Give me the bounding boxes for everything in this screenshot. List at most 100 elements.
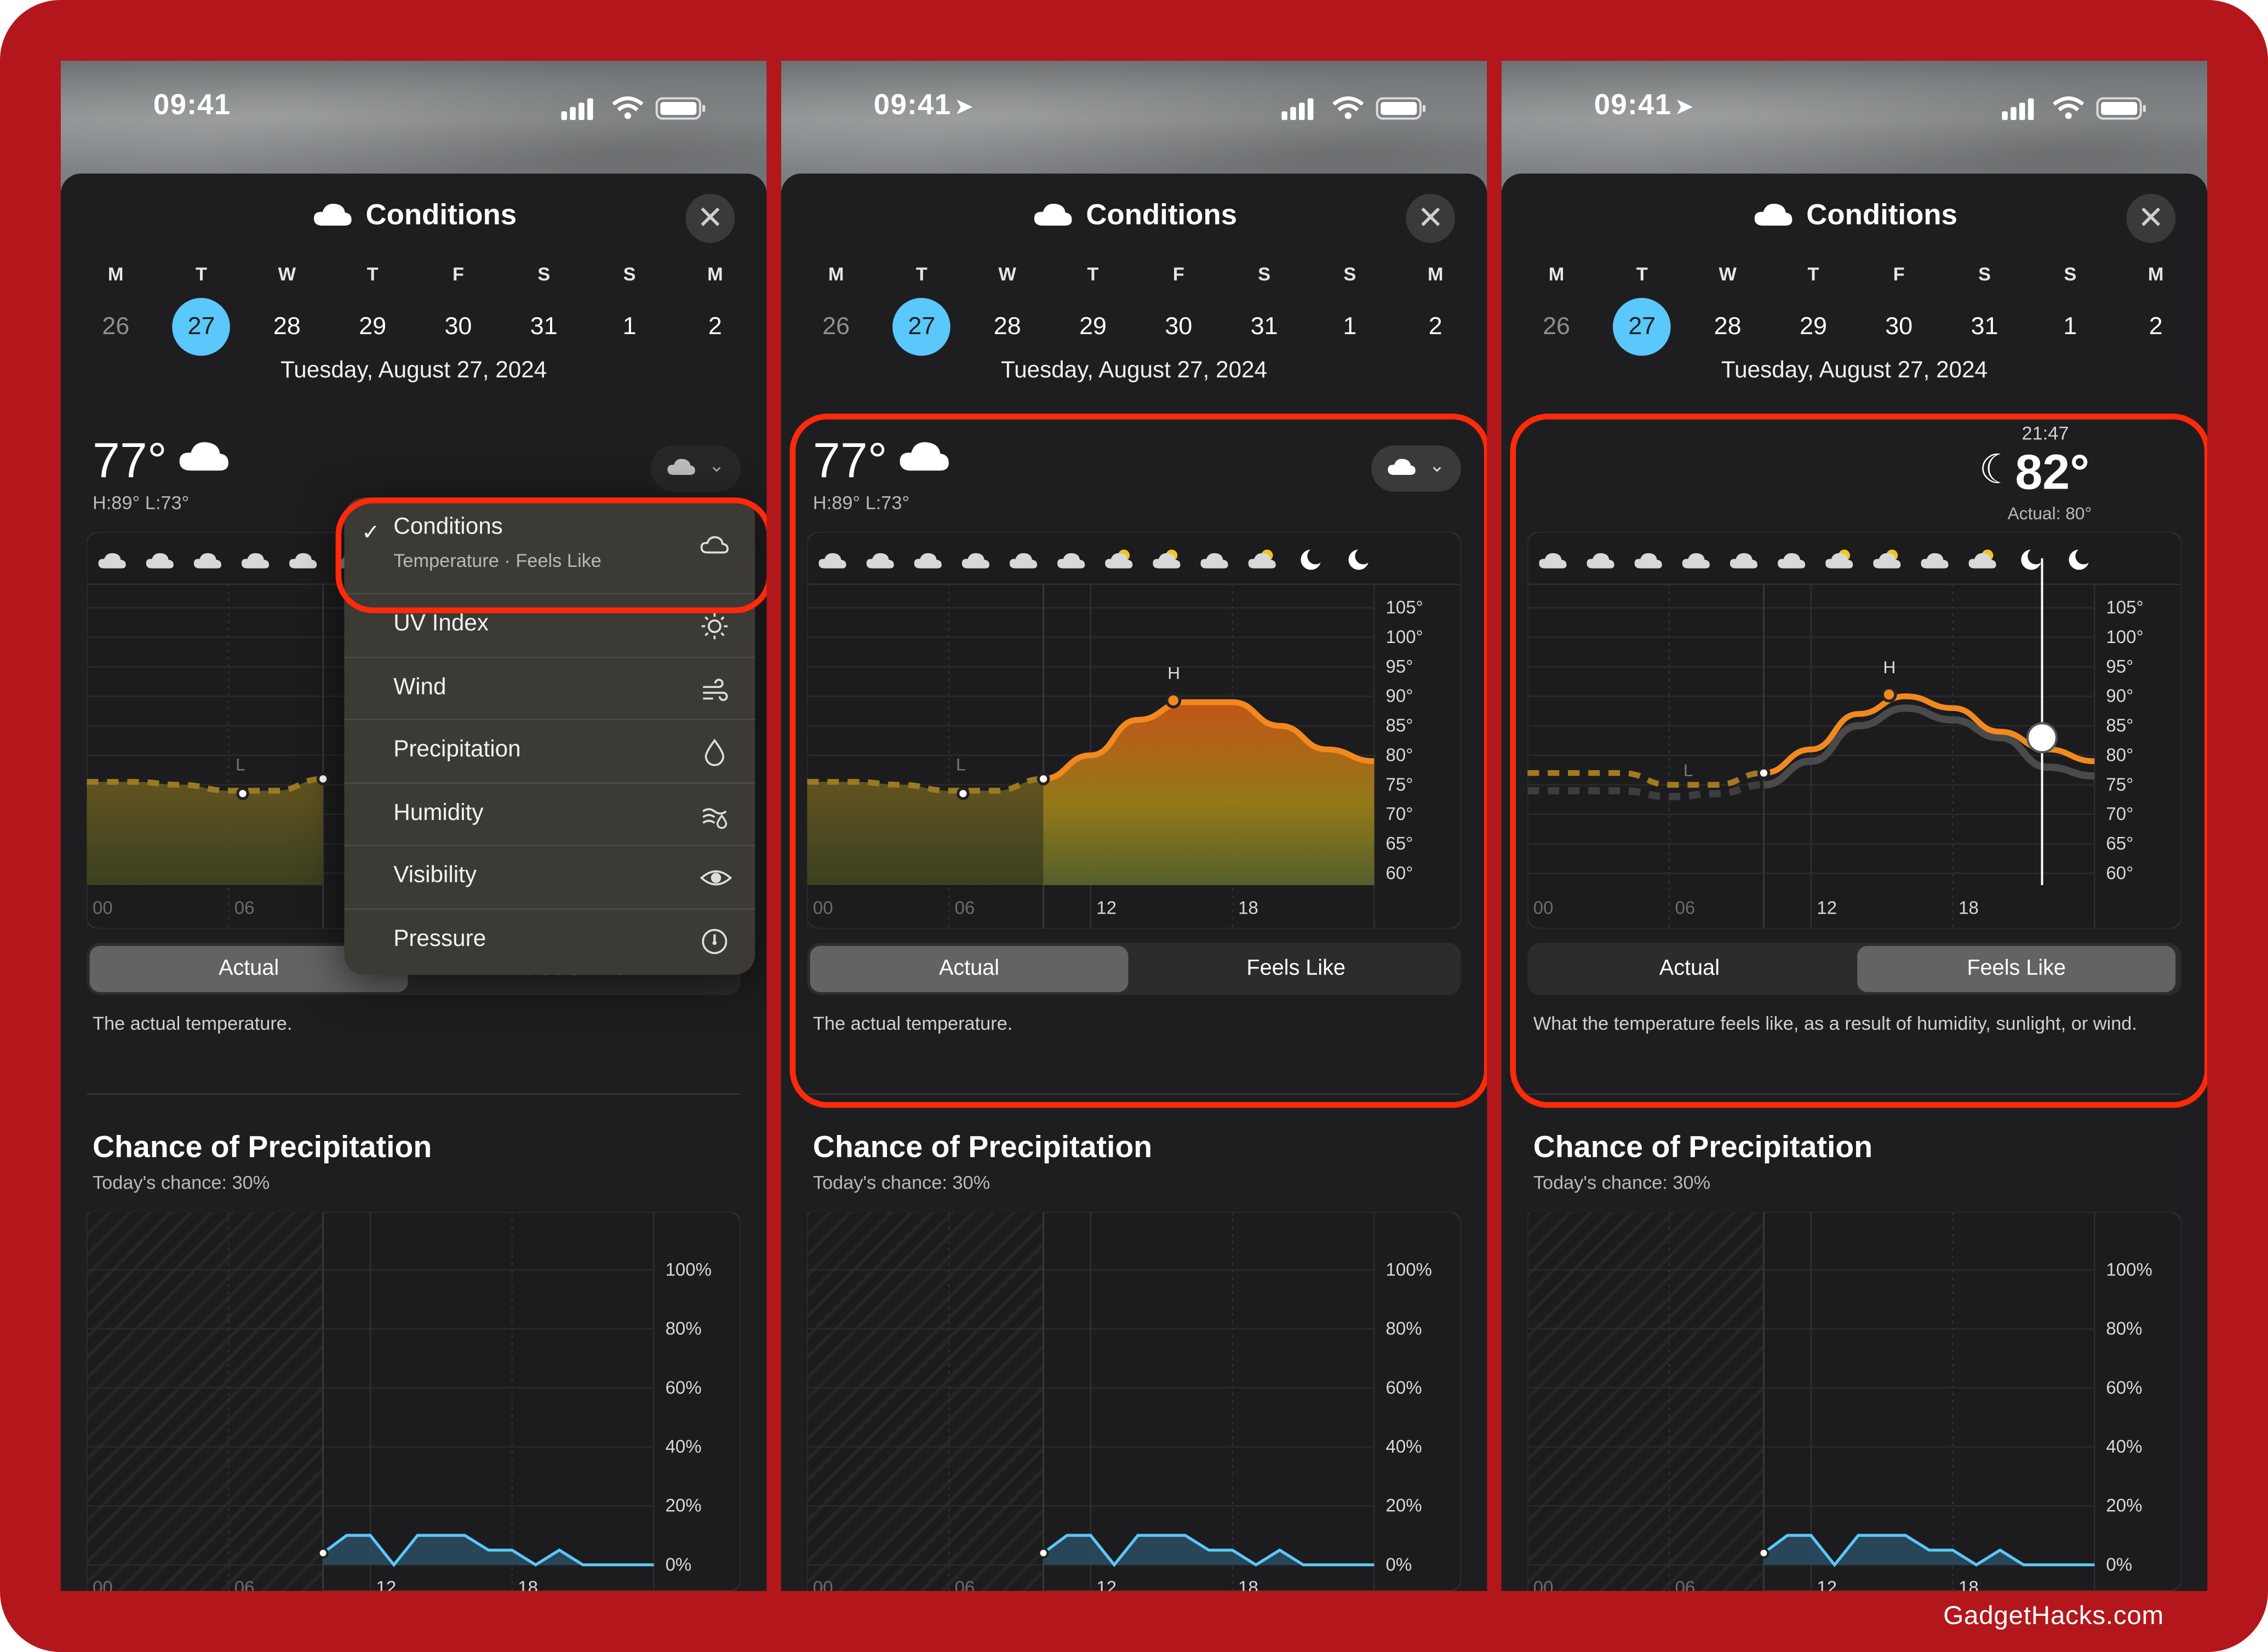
cloud-icon <box>1009 553 1038 569</box>
y-tick-label: 100% <box>1386 1259 1432 1280</box>
temperature-chart[interactable]: 105° 100° 95° 90° 85° 80° 75° 70° 65° 60° 00 06 12 18… <box>1527 532 2181 929</box>
close-button[interactable]: ✕ <box>1406 193 1456 243</box>
y-tick-label: 80° <box>1386 744 1413 765</box>
y-tick-label: 20% <box>1386 1495 1422 1516</box>
menu-item-conditions[interactable]: ✓ Conditions Temperature · Feels Like <box>344 497 755 593</box>
precipitation-chart[interactable]: 100% 80% 60% 40% 20% 0% 00 06 12 18 <box>87 1212 741 1591</box>
y-tick-label: 80° <box>2106 744 2133 765</box>
calendar-day[interactable]: 27 <box>892 297 951 356</box>
cloud-icon <box>914 553 942 569</box>
segment-feels-like[interactable]: Feels Like <box>1857 945 2176 993</box>
section-divider <box>807 1093 1461 1095</box>
y-tick-label: 105° <box>1386 597 1423 617</box>
calendar-day[interactable]: 2 <box>1428 312 1442 340</box>
calendar-day[interactable]: 27 <box>172 297 231 356</box>
temperature-chart[interactable]: 105° 100° 95° 90° 85° 80° 75° 70° 65° 60° 00 06 12 18… <box>807 532 1461 929</box>
calendar-day[interactable]: 29 <box>359 312 387 340</box>
menu-item-label: Humidity <box>393 800 484 825</box>
calendar-day[interactable]: 1 <box>1343 312 1357 340</box>
conditions-picker-button[interactable]: ⌄ <box>1371 445 1461 492</box>
calendar-day[interactable]: 30 <box>1885 312 1913 340</box>
x-tick-label: 00 <box>813 898 833 918</box>
highlight-chart-panel <box>789 414 1487 1108</box>
calendar-day[interactable]: 28 <box>273 312 301 340</box>
precip-title: Chance of Precipitation <box>92 1131 432 1165</box>
calendar-day[interactable]: 1 <box>2063 312 2077 340</box>
calendar-day[interactable]: 28 <box>993 312 1021 340</box>
weekday-label: T <box>1807 263 1819 285</box>
now-point <box>1038 1547 1049 1559</box>
now-point <box>1036 772 1050 785</box>
calendar-day[interactable]: 30 <box>444 312 472 340</box>
precip-line <box>322 1534 654 1568</box>
close-button[interactable]: ✕ <box>2126 193 2176 243</box>
conditions-picker-button[interactable]: ⌄ <box>651 445 741 492</box>
weekday-label: F <box>1172 263 1184 285</box>
sun-cloud-icon <box>1105 549 1133 569</box>
segment-feels-like[interactable]: Feels Like <box>1246 956 1346 981</box>
scrub-handle[interactable] <box>2026 722 2058 754</box>
partly-cloudy-night-icon <box>1539 553 1567 569</box>
calendar-day[interactable]: 29 <box>1079 312 1107 340</box>
y-tick-label: 70° <box>1386 804 1413 824</box>
weekday-label: T <box>1636 263 1648 285</box>
clock: 09:41 ➤ <box>1594 89 1695 122</box>
x-tick-label: 18 <box>518 1578 538 1591</box>
x-tick-label: 06 <box>1675 898 1696 918</box>
clock: 09:41 <box>153 89 231 122</box>
calendar-day[interactable]: 30 <box>1165 312 1193 340</box>
calendar-day[interactable]: 28 <box>1714 312 1742 340</box>
calendar-day[interactable]: 31 <box>530 312 558 340</box>
segment-actual[interactable]: Actual <box>1659 956 1720 981</box>
phone-screen-right: 09:41 ➤ Conditions ✕ M T W T F S S M 26 27 28 29 30 31… <box>1501 60 2208 1591</box>
y-tick-label: 40% <box>2106 1436 2142 1456</box>
y-tick-label: 65° <box>2106 833 2133 853</box>
calendar-day[interactable]: 31 <box>1250 312 1278 340</box>
cloud-icon <box>1031 199 1074 237</box>
cloud-icon <box>311 199 354 237</box>
clock: 09:41 ➤ <box>873 89 975 122</box>
menu-item-precipitation[interactable]: Precipitation <box>344 719 755 782</box>
now-point <box>1758 1547 1769 1559</box>
precipitation-chart[interactable]: 100% 80% 60% 40% 20% 0% 00 06 12 18 <box>1527 1212 2181 1591</box>
calendar-day[interactable]: 27 <box>1613 297 1671 356</box>
y-tick-label: 80% <box>666 1318 702 1339</box>
sun-icon <box>700 612 729 641</box>
low-marker: L <box>1683 760 1693 780</box>
y-tick-label: 90° <box>1386 686 1413 706</box>
weekday-label: S <box>2064 263 2077 285</box>
menu-item-visibility[interactable]: Visibility <box>344 844 755 908</box>
cloud-icon <box>1587 553 1614 569</box>
y-tick-label: 75° <box>2106 774 2133 794</box>
calendar-day[interactable]: 29 <box>1799 312 1827 340</box>
highlight-conditions-item <box>335 497 767 613</box>
calendar-day[interactable]: 31 <box>1971 312 1998 340</box>
calendar-day[interactable]: 2 <box>2149 312 2163 340</box>
menu-item-wind[interactable]: Wind <box>344 656 755 719</box>
segment-actual[interactable]: Actual <box>810 945 1129 993</box>
sun-cloud-icon <box>1248 549 1276 569</box>
calendar-day[interactable]: 26 <box>1543 312 1571 340</box>
section-divider <box>87 1093 741 1095</box>
calendar-day[interactable]: 2 <box>708 312 722 340</box>
weekday-label: W <box>1719 263 1737 285</box>
menu-item-uv-index[interactable]: UV Index <box>344 593 755 657</box>
sheet-title: Conditions <box>61 199 767 237</box>
x-tick-label: 12 <box>1096 898 1116 918</box>
actual-past-line <box>1527 781 1764 800</box>
cloud-sun-icon <box>700 529 729 558</box>
past-hatch <box>87 1212 323 1591</box>
menu-item-humidity[interactable]: Humidity <box>344 782 755 845</box>
cloud-icon <box>241 553 270 569</box>
calendar-day[interactable]: 1 <box>622 312 637 340</box>
menu-item-pressure[interactable]: Pressure <box>344 907 755 971</box>
y-tick-label: 40% <box>666 1436 702 1456</box>
gauge-icon <box>700 926 729 955</box>
calendar-day[interactable]: 26 <box>822 312 850 340</box>
precipitation-chart[interactable]: 100% 80% 60% 40% 20% 0% 00 06 12 18 <box>807 1212 1461 1591</box>
close-button[interactable]: ✕ <box>685 193 735 243</box>
weekday-label: M <box>707 263 723 285</box>
status-icons <box>1281 96 1426 121</box>
calendar-day[interactable]: 26 <box>102 312 130 340</box>
cloud-icon <box>666 456 697 485</box>
